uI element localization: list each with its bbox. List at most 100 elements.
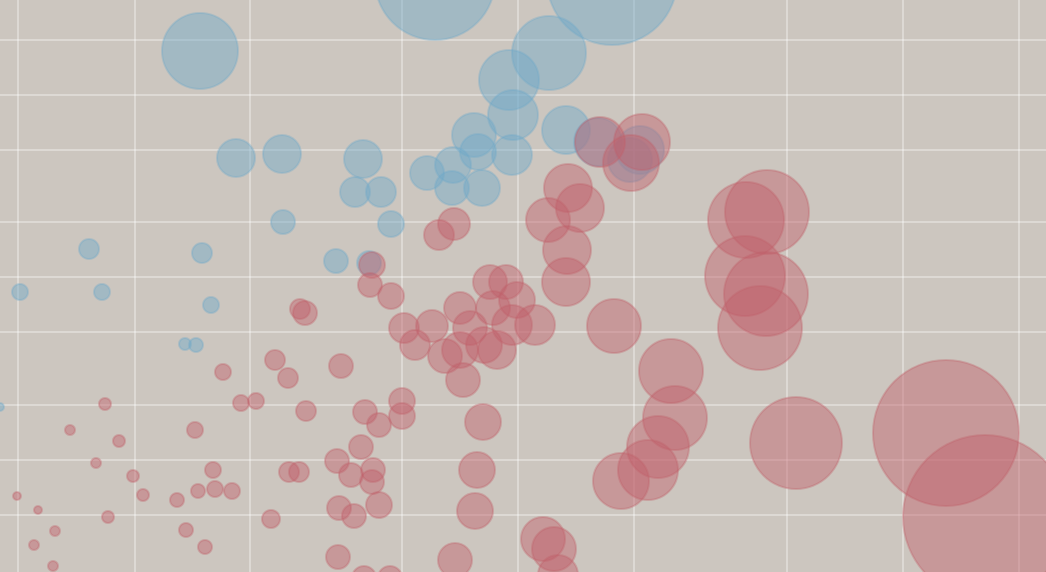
bubble — [12, 491, 22, 501]
bubble — [542, 225, 592, 275]
bubble — [388, 387, 416, 415]
bubble — [902, 434, 1046, 572]
bubble — [47, 560, 59, 572]
bubble — [613, 113, 671, 171]
bubble — [178, 337, 192, 351]
bubble — [541, 105, 591, 155]
bubble — [292, 300, 318, 326]
bubble — [339, 176, 371, 208]
bubble — [356, 250, 382, 276]
bubble — [456, 492, 494, 530]
bubble — [377, 210, 405, 238]
bubble — [264, 349, 286, 371]
bubble — [324, 448, 350, 474]
bubble — [525, 197, 571, 243]
bubble — [472, 264, 508, 300]
bubble — [197, 539, 213, 555]
bubble — [491, 134, 533, 176]
bubble — [341, 503, 367, 529]
bubble — [338, 462, 364, 488]
bubble — [358, 251, 386, 279]
bubble — [365, 491, 393, 519]
bubble — [458, 451, 496, 489]
bubble — [573, 117, 623, 167]
bubble — [343, 139, 383, 179]
bubble — [617, 439, 679, 501]
bubble — [216, 138, 256, 178]
bubble — [437, 207, 471, 241]
bubble — [704, 235, 786, 317]
bubble — [574, 116, 626, 168]
bubble — [366, 412, 392, 438]
bubble — [206, 480, 224, 498]
bubble — [498, 281, 536, 319]
bubble — [323, 248, 349, 274]
bubble — [261, 509, 281, 529]
bubble — [388, 312, 420, 344]
bubble — [464, 403, 502, 441]
bubble — [541, 257, 591, 307]
bubble — [377, 0, 493, 41]
bubble — [214, 363, 232, 381]
bubble — [126, 469, 140, 483]
bubble — [186, 421, 204, 439]
bubble — [270, 209, 296, 235]
bubble — [434, 170, 470, 206]
bubble — [520, 516, 566, 562]
bubble — [223, 482, 241, 500]
bubble — [638, 338, 704, 404]
bubble — [423, 219, 455, 251]
bubble — [90, 457, 102, 469]
bubble — [288, 461, 310, 483]
bubble — [204, 461, 222, 479]
bubble — [289, 298, 311, 320]
bubble — [357, 272, 383, 298]
bubble — [202, 296, 220, 314]
bubble — [445, 362, 481, 398]
bubble — [0, 402, 5, 412]
bubble — [278, 461, 300, 483]
bubble — [723, 251, 809, 337]
bubble — [136, 488, 150, 502]
bubble — [191, 242, 213, 264]
bubble — [749, 396, 843, 490]
bubble — [707, 181, 785, 259]
bubble — [437, 542, 473, 572]
bubble — [586, 298, 642, 354]
bubble — [451, 112, 497, 158]
bubble — [475, 290, 511, 326]
bubble — [441, 331, 479, 369]
bubble — [277, 367, 299, 389]
bubble — [352, 565, 376, 572]
bubble — [642, 385, 708, 451]
bubble — [434, 146, 472, 184]
bubble — [543, 163, 593, 213]
bubble — [555, 183, 605, 233]
bubble — [409, 155, 445, 191]
bubble — [78, 238, 100, 260]
bubble — [325, 544, 351, 570]
bubble — [247, 392, 265, 410]
bubble — [262, 134, 302, 174]
bubble — [188, 337, 204, 353]
bubble — [488, 264, 524, 300]
bubble — [592, 452, 650, 510]
bubble — [452, 310, 488, 346]
bubble — [161, 12, 239, 90]
bubble — [378, 565, 402, 572]
bubble — [724, 169, 810, 255]
bubble — [531, 526, 577, 572]
bubble — [11, 283, 29, 301]
bubble — [348, 434, 374, 460]
bubble — [112, 434, 126, 448]
bubble — [326, 495, 352, 521]
bubble — [443, 291, 477, 325]
bubble — [463, 169, 501, 207]
bubble — [365, 176, 397, 208]
bubble — [28, 539, 40, 551]
bubble — [465, 326, 503, 364]
bubble — [169, 492, 185, 508]
bubble — [607, 137, 653, 183]
